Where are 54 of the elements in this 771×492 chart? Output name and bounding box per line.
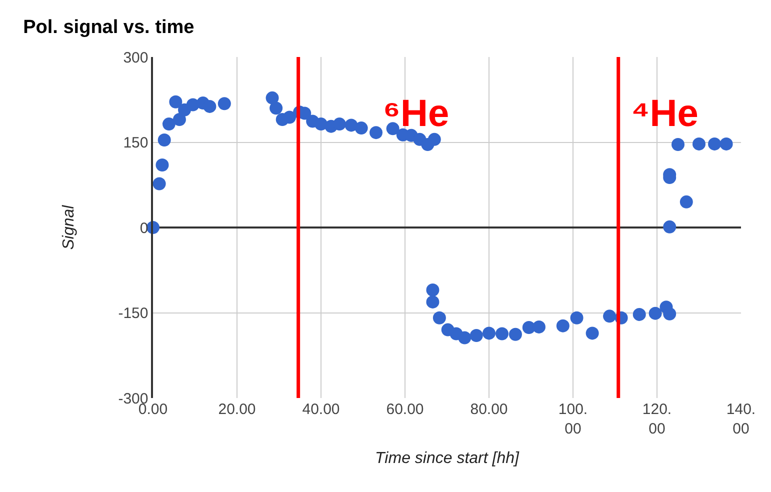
x-tick-label: 100. 00 — [558, 401, 588, 438]
point — [162, 118, 176, 131]
point — [470, 328, 483, 342]
point — [680, 195, 693, 208]
annotation: ⁶He — [383, 93, 450, 135]
point — [632, 308, 646, 321]
point — [556, 319, 570, 332]
x-tick-label: 140. 00 — [726, 401, 756, 438]
point — [332, 118, 346, 131]
x-tick-label: 20.00 — [218, 401, 256, 418]
point — [532, 320, 546, 334]
point — [663, 220, 676, 234]
point — [663, 307, 676, 320]
point — [426, 295, 440, 308]
y-tick-label: 0 — [140, 220, 148, 237]
point — [508, 328, 522, 341]
point — [354, 122, 368, 135]
annotation: ⁴He — [631, 93, 698, 135]
point — [370, 126, 383, 140]
x-tick-label: 40.00 — [302, 401, 340, 418]
point — [603, 310, 616, 323]
y-axis-title: Signal — [60, 204, 78, 250]
point — [720, 137, 733, 150]
point — [152, 177, 166, 190]
point — [648, 306, 662, 320]
y-tick-label: 150 — [123, 134, 148, 152]
point — [708, 137, 722, 150]
chart-title: Pol. signal vs. time — [23, 16, 194, 38]
point — [482, 326, 496, 340]
point — [169, 95, 182, 108]
point — [570, 311, 584, 324]
y-tick-label: 300 — [123, 49, 148, 66]
x-tick-label: 80.00 — [470, 401, 508, 418]
point — [270, 102, 283, 115]
y-tick-label: -150 — [118, 305, 148, 322]
point — [496, 327, 509, 340]
point — [158, 133, 171, 146]
point — [283, 110, 296, 124]
point — [266, 91, 279, 104]
point — [218, 97, 231, 110]
point — [586, 326, 599, 340]
point — [428, 132, 441, 146]
point — [692, 137, 706, 150]
point — [172, 113, 186, 126]
point — [432, 311, 446, 324]
point — [156, 158, 169, 172]
x-axis-title: Time since start [hh] — [375, 450, 520, 468]
point — [672, 138, 684, 152]
point — [426, 284, 440, 297]
point — [203, 100, 216, 113]
point — [458, 331, 472, 344]
point — [344, 118, 358, 132]
x-tick-label: 60.00 — [386, 401, 424, 418]
x-tick-label: 120. 00 — [642, 401, 672, 438]
